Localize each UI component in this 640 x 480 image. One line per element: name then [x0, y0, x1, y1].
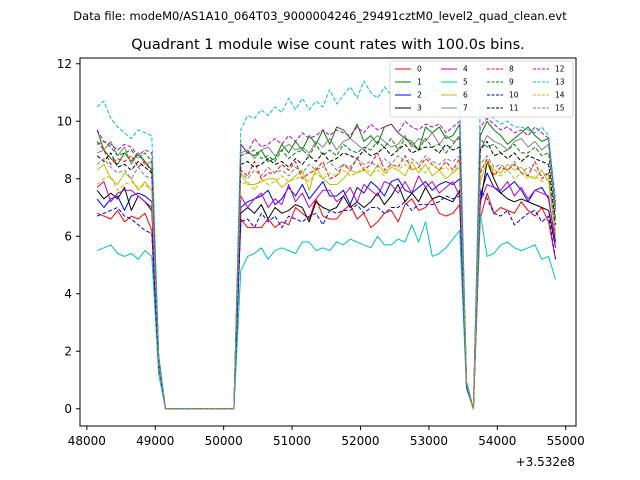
y-axis: 0 2 4 6 8 10 12	[57, 57, 80, 416]
legend-label-13: 13	[555, 78, 565, 87]
series-line-14	[96, 161, 556, 410]
series-line-13	[96, 77, 556, 410]
x-tick-label: 54000	[478, 434, 516, 448]
y-tick-label: 4	[64, 287, 72, 301]
x-tick-label: 51000	[273, 434, 311, 448]
x-tick-label: 52000	[341, 434, 379, 448]
legend-label-3: 3	[417, 104, 422, 113]
legend-label-5: 5	[463, 78, 468, 87]
x-axis-offset-label: +3.532e8	[516, 455, 575, 469]
legend-label-6: 6	[463, 91, 468, 100]
series-line-10	[96, 189, 556, 410]
y-tick-label: 0	[64, 402, 72, 416]
series-line-4	[96, 175, 556, 410]
legend-label-14: 14	[555, 91, 565, 100]
legend-label-8: 8	[509, 65, 514, 74]
legend-label-11: 11	[509, 104, 519, 113]
series-line-2	[96, 172, 556, 410]
data-file-label: Data file: modeM0/AS1A10_064T03_90000042…	[73, 9, 567, 23]
y-tick-label: 2	[64, 344, 72, 358]
x-tick-label: 55000	[547, 434, 585, 448]
legend-label-12: 12	[555, 65, 565, 74]
legend-label-4: 4	[463, 65, 468, 74]
x-tick-label: 50000	[205, 434, 243, 448]
legend-frame	[389, 60, 574, 118]
y-tick-label: 8	[64, 172, 72, 186]
y-tick-label: 12	[57, 57, 72, 71]
series-line-0	[96, 192, 556, 410]
x-tick-label: 48000	[68, 434, 106, 448]
legend-label-10: 10	[509, 91, 519, 100]
legend-label-2: 2	[417, 91, 422, 100]
x-tick-label: 49000	[136, 434, 174, 448]
y-tick-label: 10	[57, 114, 72, 128]
legend-label-9: 9	[509, 78, 514, 87]
legend-label-7: 7	[463, 104, 468, 113]
legend-label-0: 0	[417, 65, 422, 74]
plot-area	[79, 57, 577, 427]
chart-title: Quadrant 1 module wise count rates with …	[131, 37, 525, 53]
series-line-9	[96, 135, 556, 410]
legend-label-1: 1	[417, 78, 422, 87]
y-tick-label: 6	[64, 229, 72, 243]
series-line-5	[96, 212, 556, 410]
x-axis: 48000 49000 50000 51000 52000 53000 54000 55000	[68, 426, 585, 448]
x-tick-label: 53000	[410, 434, 448, 448]
series-layer	[96, 77, 556, 410]
legend-label-15: 15	[555, 104, 565, 113]
